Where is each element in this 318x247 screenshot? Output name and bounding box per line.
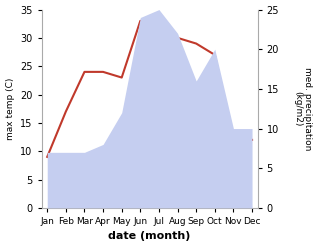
X-axis label: date (month): date (month) bbox=[108, 231, 191, 242]
Y-axis label: max temp (C): max temp (C) bbox=[5, 78, 15, 140]
Y-axis label: med. precipitation
(kg/m2): med. precipitation (kg/m2) bbox=[293, 67, 313, 150]
